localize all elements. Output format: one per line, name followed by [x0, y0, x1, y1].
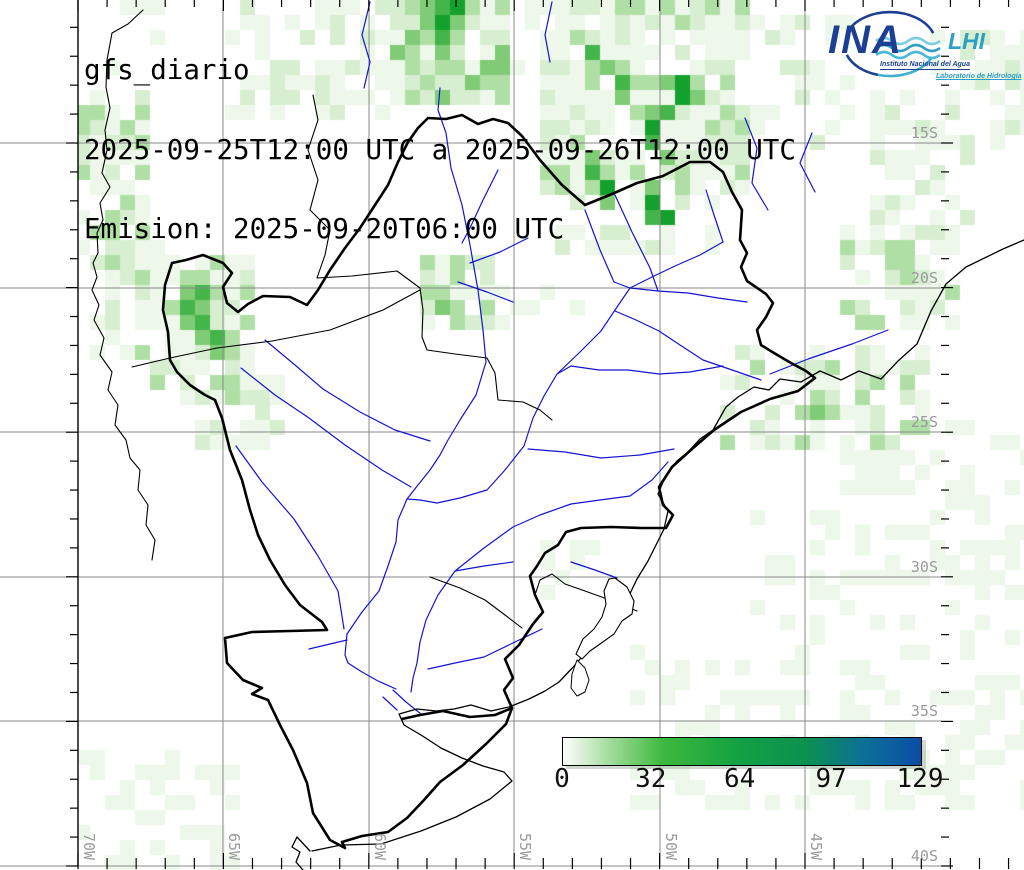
colorbar-tick-label: 0: [554, 764, 570, 794]
product-name: gfs_diario: [84, 54, 250, 86]
title-block: gfs_diario 2025-09-25T12:00 UTC a 2025-0…: [84, 4, 796, 296]
lon-label: 60W: [371, 833, 389, 861]
lat-label: 30S: [910, 558, 938, 576]
colorbar-tick-label: 129: [896, 764, 944, 794]
colorbar-tick-label: 97: [815, 764, 847, 794]
grid-lines: [0, 0, 941, 867]
coastline: [291, 239, 1024, 870]
logo-swoosh-icon: [845, 10, 941, 78]
logo-unit: LHI: [948, 28, 986, 54]
lon-label: 65W: [225, 833, 243, 861]
emission-time: Emision: 2025-09-20T06:00 UTC: [84, 213, 565, 245]
lat-label: 15S: [910, 124, 938, 142]
lagoon-patos: [575, 577, 635, 660]
ina-logo: INA LHI Instituto Nacional del Agua Labo…: [824, 4, 1024, 92]
colorbar-tick-label: 32: [635, 764, 667, 794]
basin-boundary: [161, 113, 817, 850]
colorbar: [562, 737, 922, 766]
admin-borders: [91, 9, 638, 629]
waves-icon: [875, 36, 941, 60]
axis-ticks: [66, 0, 1010, 869]
logo-acronym: INA: [828, 18, 903, 62]
lagoon-mirim: [570, 659, 590, 697]
lon-label: 45W: [807, 833, 825, 861]
lon-label: 70W: [80, 833, 98, 861]
rivers: [235, 1, 889, 715]
logo-lab-name: Laboratorio de Hidrología: [936, 73, 1022, 80]
lon-label: 55W: [516, 833, 534, 861]
logo-institute-name: Instituto Nacional del Agua: [880, 61, 970, 70]
lat-label: 25S: [910, 413, 938, 431]
lat-label: 40S: [910, 847, 938, 865]
lat-label: 35S: [910, 702, 938, 720]
lat-label: 20S: [910, 269, 938, 287]
colorbar-tick-label: 64: [723, 764, 756, 794]
forecast-period: 2025-09-25T12:00 UTC a 2025-09-26T12:00 …: [84, 133, 796, 166]
lon-label: 50W: [662, 833, 680, 861]
